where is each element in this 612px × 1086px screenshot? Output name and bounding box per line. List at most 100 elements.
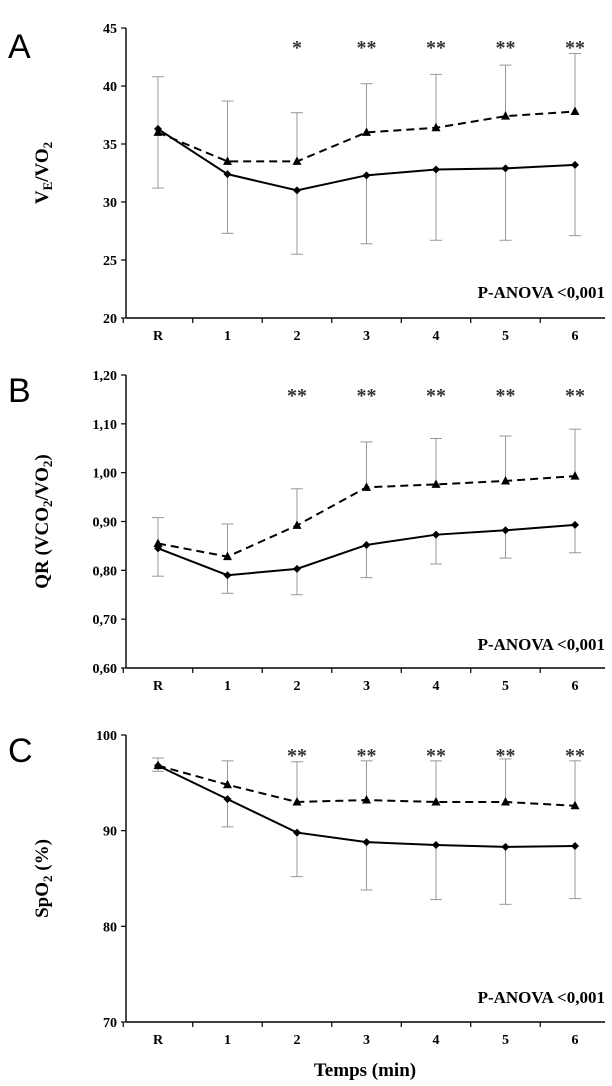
data-point-triangle <box>501 475 510 485</box>
x-tick-label: R <box>153 329 164 344</box>
x-tick-label: 6 <box>572 329 579 344</box>
x-tick-label: 1 <box>224 329 231 344</box>
y-axis-label: VE/VO2 <box>32 142 55 204</box>
y-axis-label: QR (VCO2/VO2) <box>32 454 55 589</box>
data-point-diamond <box>432 841 440 850</box>
significance-marker: ** <box>357 385 377 407</box>
data-point-diamond <box>223 795 232 804</box>
y-tick-label: 0,80 <box>93 564 118 579</box>
x-tick-label: 3 <box>363 1033 370 1048</box>
data-point-triangle <box>431 796 441 806</box>
significance-marker: ** <box>357 37 377 59</box>
x-tick-label: 2 <box>294 329 301 344</box>
x-tick-label: 4 <box>433 679 440 694</box>
data-point-diamond <box>571 841 579 850</box>
data-point-triangle <box>153 127 163 136</box>
x-tick-label: 6 <box>572 1033 579 1048</box>
panel-letter: C <box>8 732 33 770</box>
y-tick-label: 20 <box>103 312 117 327</box>
y-tick-label: 70 <box>103 1016 117 1031</box>
data-point-triangle <box>223 551 232 561</box>
y-axis-label-part: /VO <box>32 148 53 182</box>
data-point-triangle <box>362 482 371 491</box>
y-axis-label-subscript: 2 <box>40 500 55 507</box>
significance-marker: * <box>292 37 302 59</box>
anova-label: P-ANOVA <0,001 <box>478 988 605 1007</box>
panel-b: B 0,60 0,70 0,80 0,90 1,00 1,10 1,20 R 1 2 3 4 5 6 QR (… <box>8 369 605 694</box>
x-tick-label: 2 <box>294 1033 301 1048</box>
data-point-diamond <box>501 164 510 173</box>
panel-letter: B <box>8 372 31 410</box>
panel-letter: A <box>8 28 31 66</box>
y-tick-label: 40 <box>103 80 117 95</box>
y-axis-label-part: (%) <box>32 839 53 875</box>
y-tick-label: 100 <box>96 729 117 744</box>
data-point-triangle <box>153 538 163 547</box>
y-axis-label-part: V <box>32 190 53 204</box>
significance-marker: ** <box>565 745 585 767</box>
data-point-triangle <box>153 760 163 770</box>
x-tick-label: 1 <box>224 1033 231 1048</box>
y-axis-label: SpO2 (%) <box>32 839 55 918</box>
y-tick-label: 0,90 <box>93 516 118 531</box>
significance-marker: ** <box>426 385 446 407</box>
data-point-diamond <box>501 842 510 851</box>
y-tick-label: 90 <box>103 825 117 840</box>
significance-marker: ** <box>287 385 307 407</box>
data-point-triangle <box>292 520 302 529</box>
x-tick-label: 3 <box>363 679 370 694</box>
x-tick-label: 5 <box>502 1033 509 1048</box>
data-point-triangle <box>431 122 441 132</box>
y-tick-label: 25 <box>103 254 117 269</box>
y-tick-label: 35 <box>103 138 117 153</box>
y-tick-label: 30 <box>103 196 117 211</box>
y-tick-label: 1,20 <box>93 369 118 384</box>
data-point-diamond <box>362 171 371 180</box>
data-point-diamond <box>501 526 510 535</box>
data-point-diamond <box>432 165 440 174</box>
x-tick-label: R <box>153 1033 164 1048</box>
data-point-diamond <box>362 838 371 847</box>
anova-label: P-ANOVA <0,001 <box>478 283 605 302</box>
y-tick-label: 80 <box>103 920 117 935</box>
data-point-triangle <box>431 479 441 488</box>
data-point-diamond <box>362 540 371 549</box>
x-tick-label: 4 <box>433 1033 440 1048</box>
data-point-triangle <box>362 795 371 804</box>
data-point-triangle <box>362 127 371 136</box>
y-tick-label: 1,00 <box>93 467 118 482</box>
y-axis-label-subscript: 2 <box>40 142 55 149</box>
x-tick-label: 4 <box>433 329 440 344</box>
data-point-triangle <box>570 106 580 116</box>
data-point-diamond <box>293 186 301 195</box>
y-axis-label-part: ) <box>32 454 53 460</box>
data-point-diamond <box>571 160 579 169</box>
data-point-diamond <box>293 828 301 837</box>
data-point-diamond <box>223 571 232 580</box>
y-axis-label-subscript: E <box>40 182 55 191</box>
data-point-triangle <box>570 471 580 480</box>
y-tick-label: 0,70 <box>93 613 118 628</box>
anova-label: P-ANOVA <0,001 <box>478 635 605 654</box>
y-axis-label-part: /VO <box>32 467 53 501</box>
x-axis-label: Temps (min) <box>314 1060 416 1081</box>
significance-marker: ** <box>565 37 585 59</box>
data-point-triangle <box>292 156 302 165</box>
data-point-diamond <box>223 170 232 179</box>
data-point-triangle <box>223 779 232 789</box>
y-axis-label-subscript: 2 <box>40 875 55 882</box>
x-tick-label: 6 <box>572 679 579 694</box>
data-point-triangle <box>223 156 232 165</box>
y-tick-label: 1,10 <box>93 418 118 433</box>
y-axis-label-subscript: 2 <box>40 461 55 468</box>
x-tick-label: 5 <box>502 679 509 694</box>
x-tick-label: 3 <box>363 329 370 344</box>
significance-marker: ** <box>426 37 446 59</box>
significance-marker: ** <box>496 37 516 59</box>
significance-marker: ** <box>496 385 516 407</box>
data-point-triangle <box>570 800 580 810</box>
x-tick-label: 1 <box>224 679 231 694</box>
